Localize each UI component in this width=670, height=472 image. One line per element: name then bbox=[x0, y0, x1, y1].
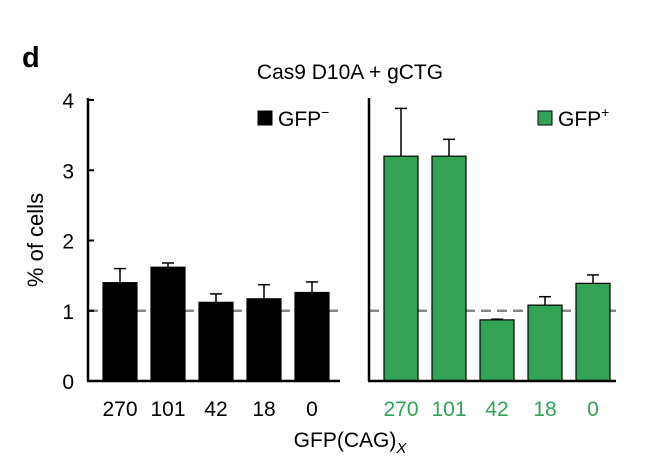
x-axis-label-main: GFP(CAG) bbox=[294, 429, 397, 452]
y-tick-label: 0 bbox=[62, 371, 74, 394]
legend-label-name: GFP bbox=[558, 108, 601, 131]
chart-title: Cas9 D10A + gCTG bbox=[257, 61, 443, 84]
bar bbox=[102, 282, 138, 382]
x-tick-label: 270 bbox=[383, 398, 418, 421]
x-tick-label: 18 bbox=[252, 398, 275, 421]
x-axis-label-sub: X bbox=[395, 440, 407, 457]
legend-swatch bbox=[257, 110, 273, 126]
legend-label: GFP+ bbox=[558, 104, 609, 131]
panel-gfp-negative: 270 101 42 18 0 GFP− bbox=[86, 98, 340, 421]
bar bbox=[383, 155, 419, 382]
y-tick-label: 2 bbox=[62, 231, 74, 254]
x-axis-label: GFP(CAG)X bbox=[294, 429, 408, 457]
x-tick-label: 101 bbox=[431, 398, 466, 421]
x-tick-label: 270 bbox=[102, 398, 137, 421]
bar bbox=[527, 304, 563, 382]
legend-label-name: GFP bbox=[278, 108, 321, 131]
legend-swatch bbox=[537, 110, 553, 126]
panel-gfp-positive: 270 101 42 18 0 GFP+ bbox=[367, 98, 616, 421]
bar bbox=[198, 301, 234, 382]
x-tick-label: 0 bbox=[306, 398, 318, 421]
y-tick-label: 1 bbox=[62, 301, 74, 324]
bar bbox=[246, 298, 282, 382]
legend-label: GFP− bbox=[278, 104, 329, 131]
legend-label-sup: − bbox=[321, 104, 329, 120]
x-tick-label: 18 bbox=[533, 398, 556, 421]
y-axis-label: % of cells bbox=[23, 193, 48, 287]
bar bbox=[431, 155, 467, 382]
bar bbox=[575, 282, 611, 382]
x-tick-label: 42 bbox=[204, 398, 227, 421]
bar bbox=[150, 266, 186, 382]
bar bbox=[479, 319, 515, 382]
panel-label: d bbox=[22, 42, 40, 74]
legend-label-sup: + bbox=[601, 104, 609, 120]
bar bbox=[294, 291, 330, 382]
x-tick-label: 101 bbox=[150, 398, 185, 421]
y-tick-label: 3 bbox=[62, 160, 74, 183]
x-tick-label: 42 bbox=[485, 398, 508, 421]
y-tick-label: 4 bbox=[62, 90, 74, 113]
x-tick-label: 0 bbox=[587, 398, 599, 421]
